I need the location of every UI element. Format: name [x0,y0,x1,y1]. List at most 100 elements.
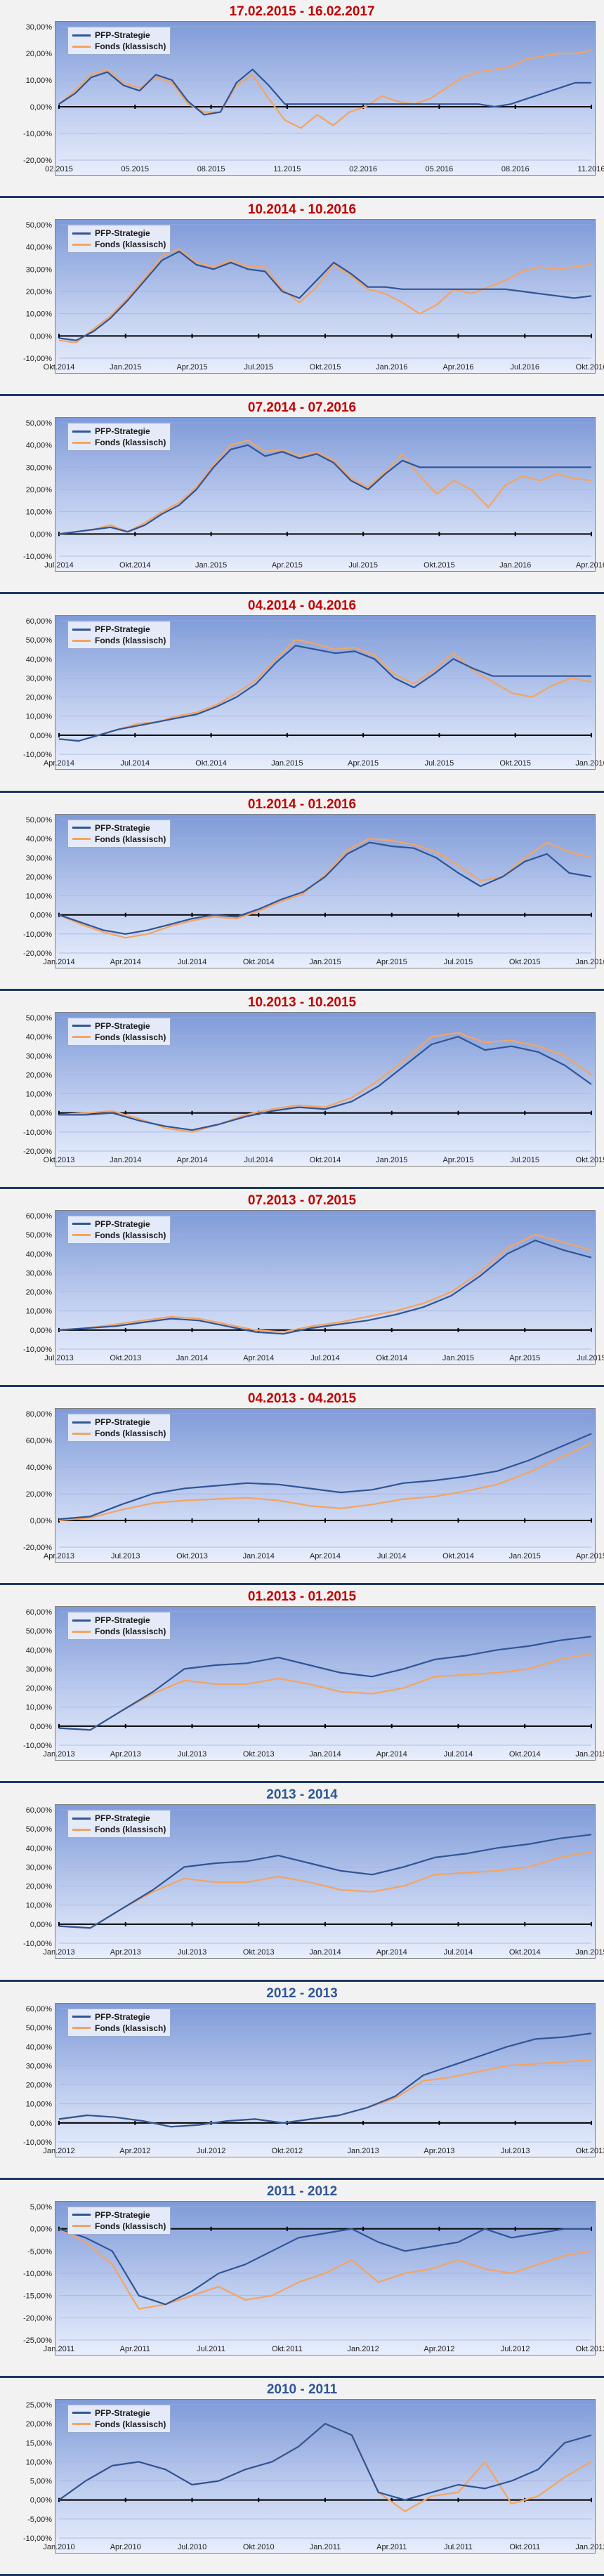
legend-label: Fonds (klassisch) [95,1230,166,1240]
y-tick-label: 5,00% [30,2477,52,2485]
x-tick-label: Jul.2015 [577,1354,604,1362]
x-tick-label: Jul.2014 [444,1948,473,1957]
x-tick-label: Okt.2014 [195,759,227,768]
x-tick-label: 08.2015 [197,165,225,173]
x-tick-label: Jan.2015 [575,1750,604,1759]
legend-label: Fonds (klassisch) [95,1627,166,1637]
series-line-strategy [58,841,592,935]
legend-swatch [72,1025,91,1027]
x-tick-label: Okt.2014 [509,1948,541,1957]
legend-entry: PFP-Strategie [72,822,166,834]
chart-legend: PFP-Strategie Fonds (klassisch) [67,423,171,452]
series-line-strategy [58,2032,592,2127]
legend-label: Fonds (klassisch) [95,2221,166,2231]
y-tick-label: 30,00% [26,675,53,683]
legend-entry: Fonds (klassisch) [72,834,166,845]
chart-legend: PFP-Strategie Fonds (klassisch) [67,2404,171,2433]
y-tick-label: 40,00% [26,1845,53,1853]
y-tick-label: 30,00% [26,2062,53,2070]
y-tick-label: 20,00% [26,486,53,494]
y-tick-label: 20,00% [26,1490,53,1499]
series-line-strategy [58,645,591,742]
legend-label: PFP-Strategie [95,2011,150,2022]
y-tick-label: 20,00% [26,1071,53,1079]
x-tick-label: Jul.2014 [377,1552,407,1560]
line-chart: -10,00% 0,00% 10,00% 20,00% 30,00% 40,00% 50,0… [23,1608,604,1759]
legend-label: PFP-Strategie [95,624,150,635]
x-tick-label: Okt.2014 [119,561,151,570]
legend-swatch [72,838,91,841]
x-tick-label: Jan.2014 [110,1156,141,1164]
y-tick-label: 40,00% [26,1250,53,1259]
y-tick-label: -10,00% [23,130,52,138]
x-tick-label: 11.2016 [578,165,604,173]
x-tick-label: Jan.2013 [348,2147,379,2155]
chart-panel: 2011 - 2012 -25,00% -20,00% -15,00% -10,00% -… [0,2179,604,2378]
y-tick-label: 20,00% [26,1685,53,1693]
legend-entry: PFP-Strategie [72,1813,166,1824]
y-tick-label: 60,00% [26,1608,53,1617]
x-tick-label: Jan.2015 [271,759,303,768]
line-chart: -10,00% 0,00% 10,00% 20,00% 30,00% 40,00% 50,0… [23,1212,604,1362]
y-tick-label: -10,00% [23,2138,52,2147]
y-tick-label: 50,00% [26,419,53,428]
chart-title: 2010 - 2011 [266,2381,338,2397]
y-tick-label: -10,00% [23,1742,52,1750]
y-tick-label: 50,00% [26,637,53,645]
legend-entry: Fonds (klassisch) [72,437,166,448]
y-tick-label: 10,00% [26,2458,53,2466]
x-tick-label: Jan.2012 [348,2345,379,2353]
x-tick-label: Jan.2015 [442,1354,474,1362]
legend-entry: PFP-Strategie [72,1615,166,1626]
x-tick-label: Jan.2013 [43,1948,74,1957]
x-tick-label: Jan.2016 [499,561,531,570]
y-tick-label: 60,00% [26,617,53,626]
x-tick-label: Apr.2015 [442,1156,473,1164]
chart-legend: PFP-Strategie Fonds (klassisch) [67,819,171,848]
legend-swatch [72,430,91,433]
x-tick-label: Apr.2014 [376,1750,407,1759]
legend-label: PFP-Strategie [95,30,150,40]
legend-entry: PFP-Strategie [72,2407,166,2419]
x-tick-label: Apr.2011 [376,2543,407,2551]
y-tick-label: 40,00% [26,442,53,450]
x-tick-label: Jul.2013 [178,1948,207,1957]
y-tick-label: 40,00% [26,244,53,252]
y-tick-label: -10,00% [23,751,52,759]
x-tick-label: Okt.2014 [243,958,275,966]
legend-entry: PFP-Strategie [72,1417,166,1428]
y-tick-label: 0,00% [30,2497,52,2505]
x-tick-label: 08.2016 [501,165,530,173]
y-tick-label: 10,00% [26,713,53,721]
line-chart: -20,00% -10,00% 0,00% 10,00% 20,00% 30,00% 40,… [23,816,604,966]
x-tick-label: Jul.2013 [111,1552,140,1560]
x-tick-label: Jan.2014 [309,1948,341,1957]
x-tick-label: Apr.2011 [120,2345,150,2353]
y-tick-label: -10,00% [23,355,52,363]
legend-swatch [72,441,91,444]
legend-entry: Fonds (klassisch) [72,1032,166,1043]
legend-label: Fonds (klassisch) [95,1428,166,1439]
y-tick-label: 20,00% [26,873,53,881]
y-tick-label: 0,00% [30,1723,52,1731]
y-tick-label: -10,00% [23,1346,52,1354]
y-tick-label: 40,00% [26,656,53,664]
x-tick-label: 05.2016 [426,165,454,173]
y-tick-label: 10,00% [26,1902,53,1910]
line-chart: -20,00% 0,00% 20,00% 40,00% 60,00% 80,00% Apr.… [23,1410,604,1560]
y-tick-label: 20,00% [26,1288,53,1296]
x-tick-label: Apr.2012 [119,2147,150,2155]
y-tick-label: 30,00% [26,23,53,32]
x-tick-label: Jul.2015 [510,1156,539,1164]
y-tick-label: -10,00% [23,1940,52,1948]
legend-swatch [72,2423,91,2426]
legend-swatch [72,1630,91,1633]
legend-swatch [72,2412,91,2414]
y-tick-label: 0,00% [30,1921,52,1929]
y-tick-label: 20,00% [26,2081,53,2089]
legend-label: PFP-Strategie [95,1813,150,1824]
chart-panel: 2013 - 2014 -10,00% 0,00% 10,00% 20,00% 30,00… [0,1783,604,1982]
chart-title: 01.2013 - 01.2015 [247,1589,357,1605]
legend-entry: PFP-Strategie [72,29,166,41]
y-tick-label: 20,00% [26,288,53,296]
